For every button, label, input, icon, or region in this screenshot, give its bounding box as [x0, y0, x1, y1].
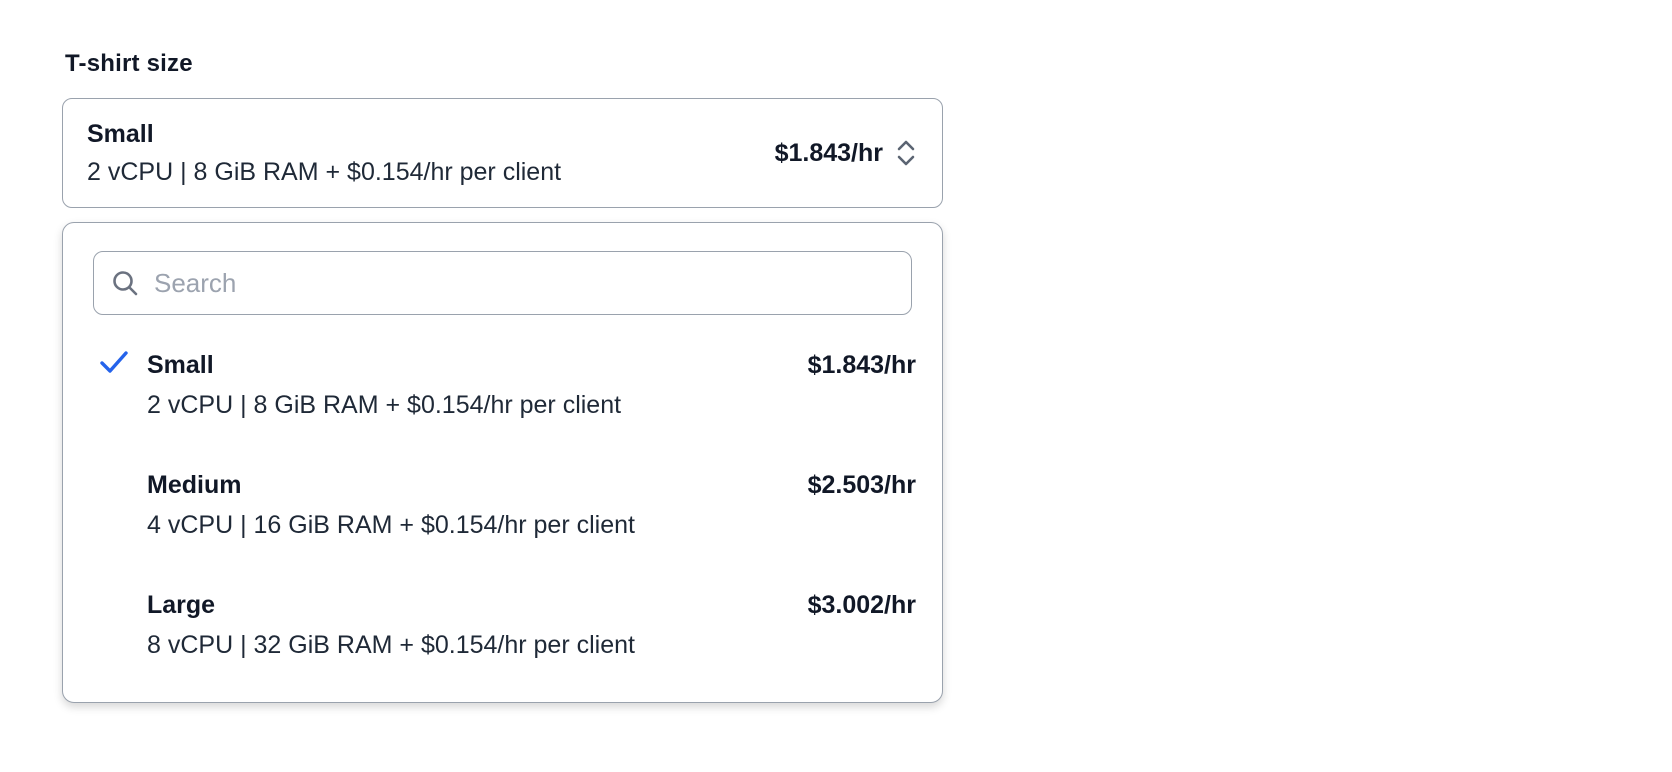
trigger-selected-name: Small: [87, 120, 154, 148]
trigger-right: $1.843/hr: [775, 137, 918, 169]
option-description: 2 vCPU | 8 GiB RAM + $0.154/hr per clien…: [147, 391, 622, 419]
option-price: $1.843/hr: [807, 351, 916, 379]
option-large[interactable]: Large 8 vCPU | 32 GiB RAM + $0.154/hr pe…: [63, 569, 942, 689]
field-label: T-shirt size: [65, 50, 193, 77]
option-description: 4 vCPU | 16 GiB RAM + $0.154/hr per clie…: [147, 511, 635, 539]
unfold-more-icon: [894, 137, 918, 169]
option-text: Large 8 vCPU | 32 GiB RAM + $0.154/hr pe…: [147, 585, 635, 665]
check-gutter-empty: [99, 465, 147, 470]
trigger-selected-price: $1.843/hr: [774, 138, 883, 167]
check-gutter-empty: [99, 585, 147, 590]
option-description: 8 vCPU | 32 GiB RAM + $0.154/hr per clie…: [147, 631, 635, 659]
option-text: Small 2 vCPU | 8 GiB RAM + $0.154/hr per…: [147, 345, 621, 425]
search-icon: [110, 268, 140, 298]
tshirt-size-dropdown-panel: Small 2 vCPU | 8 GiB RAM + $0.154/hr per…: [62, 222, 943, 703]
trigger-selected-description: 2 vCPU | 8 GiB RAM + $0.154/hr per clien…: [87, 158, 562, 186]
tshirt-size-select-trigger[interactable]: Small 2 vCPU | 8 GiB RAM + $0.154/hr per…: [62, 98, 943, 208]
option-name: Medium: [147, 471, 242, 499]
check-icon: [99, 345, 147, 374]
option-price: $3.002/hr: [807, 591, 916, 619]
option-text: Medium 4 vCPU | 16 GiB RAM + $0.154/hr p…: [147, 465, 635, 545]
option-medium[interactable]: Medium 4 vCPU | 16 GiB RAM + $0.154/hr p…: [63, 449, 942, 569]
option-name: Large: [147, 591, 216, 619]
search-box: [93, 251, 912, 315]
trigger-text: Small 2 vCPU | 8 GiB RAM + $0.154/hr per…: [87, 115, 561, 191]
option-name: Small: [147, 351, 214, 379]
option-price: $2.503/hr: [807, 471, 916, 499]
options-list: Small 2 vCPU | 8 GiB RAM + $0.154/hr per…: [63, 329, 942, 689]
search-input[interactable]: [154, 267, 895, 299]
option-small[interactable]: Small 2 vCPU | 8 GiB RAM + $0.154/hr per…: [63, 329, 942, 449]
